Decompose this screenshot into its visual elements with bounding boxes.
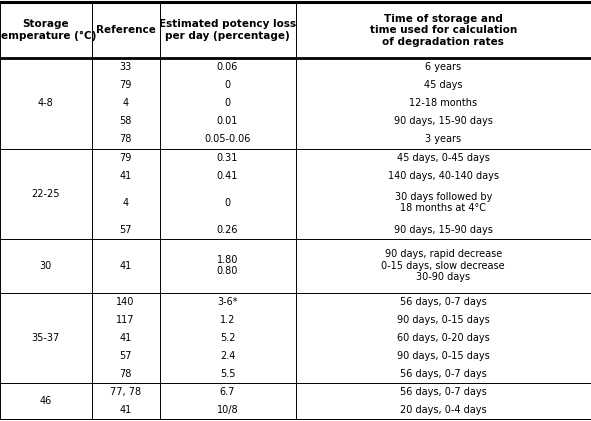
Text: Estimated potency loss
per day (percentage): Estimated potency loss per day (percenta… (159, 19, 296, 41)
Text: 0.31: 0.31 (217, 152, 238, 163)
Text: 30 days followed by
18 months at 4°C: 30 days followed by 18 months at 4°C (395, 192, 492, 213)
Text: 57: 57 (119, 351, 132, 361)
Text: 20 days, 0-4 days: 20 days, 0-4 days (400, 405, 486, 415)
Text: 60 days, 0-20 days: 60 days, 0-20 days (397, 333, 489, 343)
Text: 78: 78 (119, 134, 132, 144)
Text: 30: 30 (40, 261, 52, 271)
Text: 0.05-0.06: 0.05-0.06 (204, 134, 251, 144)
Text: 0: 0 (225, 80, 230, 91)
Text: 4-8: 4-8 (38, 99, 54, 109)
Text: 0: 0 (225, 197, 230, 208)
Text: 4: 4 (122, 99, 129, 109)
Text: 140: 140 (116, 297, 135, 307)
Text: 33: 33 (119, 62, 132, 72)
Text: 90 days, 15-90 days: 90 days, 15-90 days (394, 117, 493, 126)
Text: Storage
temperature (°C): Storage temperature (°C) (0, 19, 96, 41)
Text: 41: 41 (119, 261, 132, 271)
Text: 41: 41 (119, 405, 132, 415)
Text: 46: 46 (40, 396, 52, 406)
Text: 5.5: 5.5 (220, 369, 235, 379)
Text: 45 days: 45 days (424, 80, 463, 91)
Text: 6.7: 6.7 (220, 387, 235, 397)
Text: 0.01: 0.01 (217, 117, 238, 126)
Text: 77, 78: 77, 78 (110, 387, 141, 397)
Text: 45 days, 0-45 days: 45 days, 0-45 days (397, 152, 490, 163)
Text: 1.2: 1.2 (220, 315, 235, 325)
Text: 41: 41 (119, 171, 132, 181)
Text: 4: 4 (122, 197, 129, 208)
Text: 117: 117 (116, 315, 135, 325)
Text: 35-37: 35-37 (32, 333, 60, 343)
Text: Reference: Reference (96, 25, 155, 35)
Text: Time of storage and
time used for calculation
of degradation rates: Time of storage and time used for calcul… (369, 13, 517, 47)
Text: 5.2: 5.2 (220, 333, 235, 343)
Text: 58: 58 (119, 117, 132, 126)
Text: 78: 78 (119, 369, 132, 379)
Text: 140 days, 40-140 days: 140 days, 40-140 days (388, 171, 499, 181)
Text: 12-18 months: 12-18 months (409, 99, 478, 109)
Text: 0.06: 0.06 (217, 62, 238, 72)
Text: 79: 79 (119, 80, 132, 91)
Text: 6 years: 6 years (425, 62, 462, 72)
Text: 0.26: 0.26 (217, 225, 238, 234)
Text: 57: 57 (119, 225, 132, 234)
Text: 0.41: 0.41 (217, 171, 238, 181)
Text: 0: 0 (225, 99, 230, 109)
Text: 1.80
0.80: 1.80 0.80 (217, 255, 238, 277)
Text: 41: 41 (119, 333, 132, 343)
Text: 3-6*: 3-6* (217, 297, 238, 307)
Text: 90 days, 0-15 days: 90 days, 0-15 days (397, 351, 489, 361)
Text: 79: 79 (119, 152, 132, 163)
Text: 56 days, 0-7 days: 56 days, 0-7 days (400, 387, 486, 397)
Text: 22-25: 22-25 (31, 189, 60, 199)
Text: 3 years: 3 years (425, 134, 462, 144)
Text: 56 days, 0-7 days: 56 days, 0-7 days (400, 297, 486, 307)
Text: 56 days, 0-7 days: 56 days, 0-7 days (400, 369, 486, 379)
Text: 90 days, 15-90 days: 90 days, 15-90 days (394, 225, 493, 234)
Text: 2.4: 2.4 (220, 351, 235, 361)
Text: 90 days, 0-15 days: 90 days, 0-15 days (397, 315, 489, 325)
Text: 90 days, rapid decrease
0-15 days, slow decrease
30-90 days: 90 days, rapid decrease 0-15 days, slow … (381, 249, 505, 282)
Text: 10/8: 10/8 (217, 405, 238, 415)
